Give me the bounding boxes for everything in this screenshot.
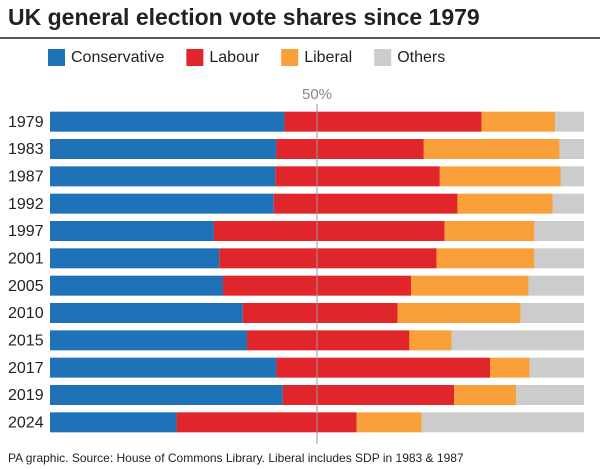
- bar-segment: [451, 330, 584, 351]
- y-tick-label: 2001: [8, 251, 44, 268]
- bar-segment: [276, 139, 424, 159]
- bar-segment: [219, 248, 437, 269]
- legend-swatch: [186, 49, 204, 66]
- bar-segment: [356, 412, 422, 433]
- bar-segment: [176, 412, 357, 433]
- bar-segment: [423, 139, 560, 159]
- legend-label: Others: [397, 49, 445, 66]
- bar-segment: [421, 412, 584, 433]
- y-tick-label: 2005: [8, 278, 44, 295]
- y-tick-label: 2015: [8, 333, 44, 350]
- bar-segment: [528, 275, 584, 296]
- y-tick-label: 1983: [8, 141, 44, 158]
- bar-segment: [490, 357, 530, 378]
- bar-segment: [50, 166, 276, 187]
- bar-segment: [273, 193, 458, 214]
- bar-segment: [50, 111, 285, 132]
- bar-segment: [284, 111, 482, 132]
- y-tick-label: 1987: [8, 169, 44, 186]
- bar-segment: [50, 193, 274, 214]
- legend-label: Conservative: [71, 49, 164, 66]
- bar-segment: [457, 193, 553, 214]
- legend-swatch: [48, 49, 65, 66]
- bar-segment: [481, 111, 556, 132]
- y-tick-label: 1979: [8, 114, 44, 131]
- bar-segment: [50, 385, 283, 405]
- y-tick-label: 2024: [8, 415, 44, 432]
- bar-segment: [560, 166, 584, 187]
- bar-segment: [50, 303, 243, 323]
- legend-swatch: [281, 49, 299, 66]
- source-note: PA graphic. Source: House of Commons Lib…: [8, 451, 464, 465]
- legend-swatch: [374, 49, 392, 66]
- y-tick-label: 2019: [8, 387, 44, 404]
- bar-segment: [213, 221, 445, 241]
- bar-segment: [50, 330, 248, 351]
- bar-segment: [516, 385, 584, 405]
- legend-label: Liberal: [304, 49, 352, 66]
- bar-segment: [520, 303, 584, 323]
- chart-title: UK general election vote shares since 19…: [8, 4, 480, 30]
- bar-segment: [409, 330, 452, 351]
- bar-segment: [50, 248, 220, 269]
- y-tick-label: 1992: [8, 196, 44, 213]
- bar-segment: [555, 111, 584, 132]
- bar-segment: [454, 385, 517, 405]
- bar-segment: [436, 248, 535, 269]
- x-tick-label: 50%: [302, 86, 332, 103]
- bar-segment: [397, 303, 521, 323]
- bar-segment: [276, 357, 491, 378]
- bar-segment: [534, 248, 584, 269]
- bar-segment: [529, 357, 584, 378]
- bar-segment: [242, 303, 398, 323]
- bar-segment: [50, 139, 277, 159]
- bar-segment: [534, 221, 584, 241]
- y-tick-label: 2017: [8, 360, 44, 377]
- y-tick-label: 1997: [8, 223, 44, 240]
- legend-label: Labour: [209, 49, 259, 66]
- bar-segment: [50, 412, 177, 433]
- bar-segment: [50, 275, 224, 296]
- bar-segment: [247, 330, 410, 351]
- bar-segment: [50, 221, 214, 241]
- bar-segment: [552, 193, 584, 214]
- bar-segment: [410, 275, 529, 296]
- bar-segment: [275, 166, 440, 187]
- bar-segment: [50, 357, 277, 378]
- bar-segment: [282, 385, 455, 405]
- bar-segment: [559, 139, 584, 159]
- bar-segment: [444, 221, 535, 241]
- y-tick-label: 2010: [8, 305, 44, 322]
- bar-segment: [439, 166, 561, 187]
